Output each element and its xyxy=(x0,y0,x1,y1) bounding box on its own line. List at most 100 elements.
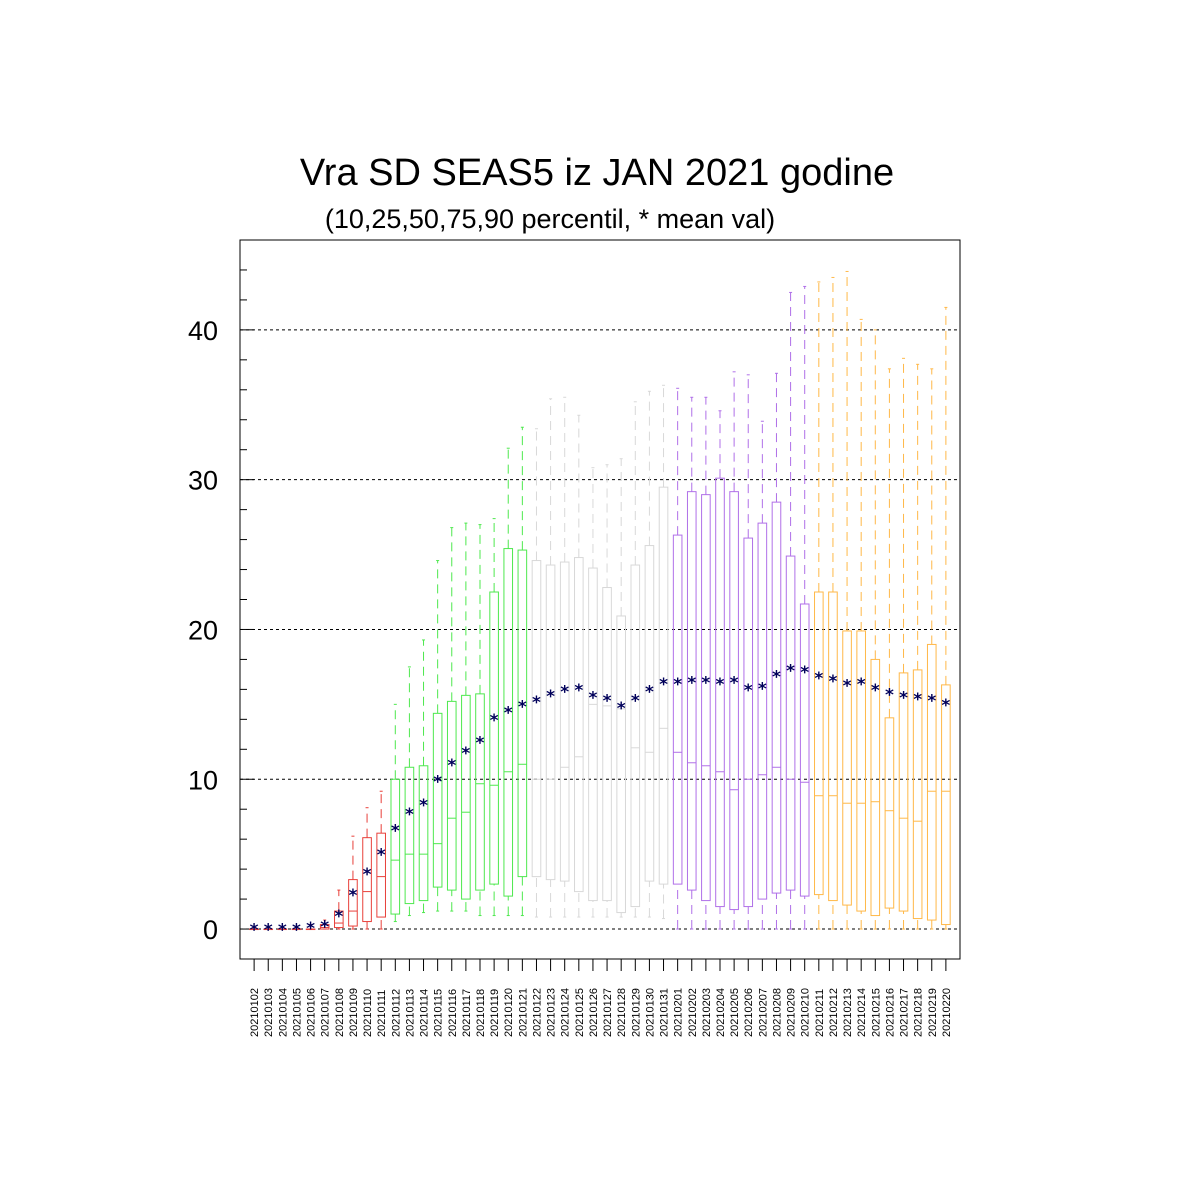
iqr-box xyxy=(616,615,626,914)
iqr-box xyxy=(334,910,344,929)
x-tick-label: 20210115 xyxy=(433,989,445,1037)
mean-marker: * xyxy=(278,921,287,941)
mean-marker: * xyxy=(899,688,908,708)
x-tick-label: 20210204 xyxy=(715,988,727,1037)
x-tick-label: 20210110 xyxy=(362,989,374,1037)
x-tick-label: 20210202 xyxy=(687,988,699,1037)
iqr-box xyxy=(574,557,584,893)
y-tick-label: 20 xyxy=(188,615,218,645)
mean-marker: * xyxy=(716,675,725,695)
mean-marker: * xyxy=(701,673,710,693)
iqr-box xyxy=(799,603,810,897)
mean-marker: * xyxy=(800,663,809,683)
mean-marker: * xyxy=(532,693,541,713)
iqr-box xyxy=(842,630,852,906)
mean-marker: * xyxy=(631,691,640,711)
mean-marker: * xyxy=(617,699,626,719)
iqr-box xyxy=(531,560,542,878)
x-tick-label: 20210131 xyxy=(659,988,671,1037)
mean-marker: * xyxy=(250,921,259,941)
iqr-box xyxy=(672,534,683,885)
x-tick-label: 20210206 xyxy=(743,988,755,1037)
mean-marker: * xyxy=(264,921,273,941)
mean-marker: * xyxy=(447,756,456,776)
mean-marker: * xyxy=(546,687,555,707)
iqr-box xyxy=(475,693,485,891)
mean-marker: * xyxy=(348,886,357,906)
mean-marker: * xyxy=(758,679,767,699)
mean-marker: * xyxy=(461,744,470,764)
x-tick-label: 20210112 xyxy=(390,989,402,1037)
iqr-box xyxy=(771,501,782,894)
mean-marker: * xyxy=(871,681,880,701)
y-tick-label: 40 xyxy=(188,316,218,346)
x-tick-label: 20210127 xyxy=(602,988,614,1037)
iqr-box xyxy=(404,766,415,905)
iqr-box xyxy=(446,700,457,891)
mean-marker: * xyxy=(391,822,400,842)
mean-marker: * xyxy=(292,921,301,941)
x-tick-label: 20210220 xyxy=(941,988,953,1037)
plot-frame xyxy=(239,239,961,960)
x-tick-label: 20210208 xyxy=(771,988,783,1037)
mean-marker: * xyxy=(560,682,569,702)
x-tick-label: 20210212 xyxy=(828,988,840,1037)
x-tick-label: 20210219 xyxy=(927,988,939,1037)
x-tick-label: 20210207 xyxy=(757,988,769,1037)
iqr-box xyxy=(743,537,754,908)
mean-marker: * xyxy=(772,667,781,687)
mean-marker: * xyxy=(490,711,499,731)
x-tick-label: 20210105 xyxy=(291,988,303,1037)
x-tick-label: 20210120 xyxy=(503,988,515,1037)
x-tick-label: 20210102 xyxy=(249,988,261,1037)
y-tick-label: 0 xyxy=(203,915,218,945)
mean-marker: * xyxy=(857,675,866,695)
iqr-box xyxy=(319,924,330,930)
mean-marker: * xyxy=(334,907,343,927)
iqr-box xyxy=(348,879,358,927)
mean-marker: * xyxy=(306,919,315,939)
iqr-box xyxy=(517,549,528,878)
y-tick-label: 10 xyxy=(188,765,218,795)
x-tick-label: 20210209 xyxy=(786,988,798,1037)
iqr-box xyxy=(912,669,923,920)
x-tick-label: 20210130 xyxy=(644,988,656,1037)
x-tick-label: 20210119 xyxy=(489,989,501,1037)
iqr-box xyxy=(884,717,895,909)
x-tick-label: 20210111 xyxy=(376,990,388,1037)
iqr-box xyxy=(926,643,937,921)
mean-marker: * xyxy=(659,675,668,695)
mean-marker: * xyxy=(433,772,442,792)
x-tick-label: 20210129 xyxy=(630,988,642,1037)
x-tick-label: 20210125 xyxy=(574,988,586,1037)
iqr-box xyxy=(757,522,768,900)
x-tick-label: 20210205 xyxy=(729,988,741,1037)
mean-marker: * xyxy=(518,697,527,717)
iqr-box xyxy=(418,765,429,902)
iqr-box xyxy=(461,694,471,900)
iqr-box xyxy=(362,837,372,923)
iqr-box xyxy=(503,548,514,897)
x-tick-label: 20210213 xyxy=(842,988,854,1037)
iqr-box xyxy=(785,555,796,891)
chart-subtitle: (10,25,50,75,90 percentil, * mean val) xyxy=(325,204,775,234)
iqr-box xyxy=(729,491,739,911)
iqr-box xyxy=(376,832,386,918)
mean-marker: * xyxy=(574,681,583,701)
mean-marker: * xyxy=(941,696,950,716)
iqr-box xyxy=(545,564,556,881)
mean-marker: * xyxy=(927,691,936,711)
y-tick-label: 30 xyxy=(188,466,218,496)
x-tick-label: 20210124 xyxy=(560,988,572,1037)
x-tick-label: 20210114 xyxy=(419,989,431,1037)
x-tick-label: 20210106 xyxy=(306,988,318,1037)
x-tick-label: 20210210 xyxy=(800,988,812,1037)
x-tick-label: 20210123 xyxy=(546,988,558,1037)
mean-marker: * xyxy=(828,672,837,692)
iqr-box xyxy=(588,567,598,902)
x-tick-label: 20210203 xyxy=(701,988,713,1037)
x-tick-label: 20210117 xyxy=(461,989,473,1037)
mean-marker: * xyxy=(504,703,513,723)
iqr-box xyxy=(814,591,824,896)
